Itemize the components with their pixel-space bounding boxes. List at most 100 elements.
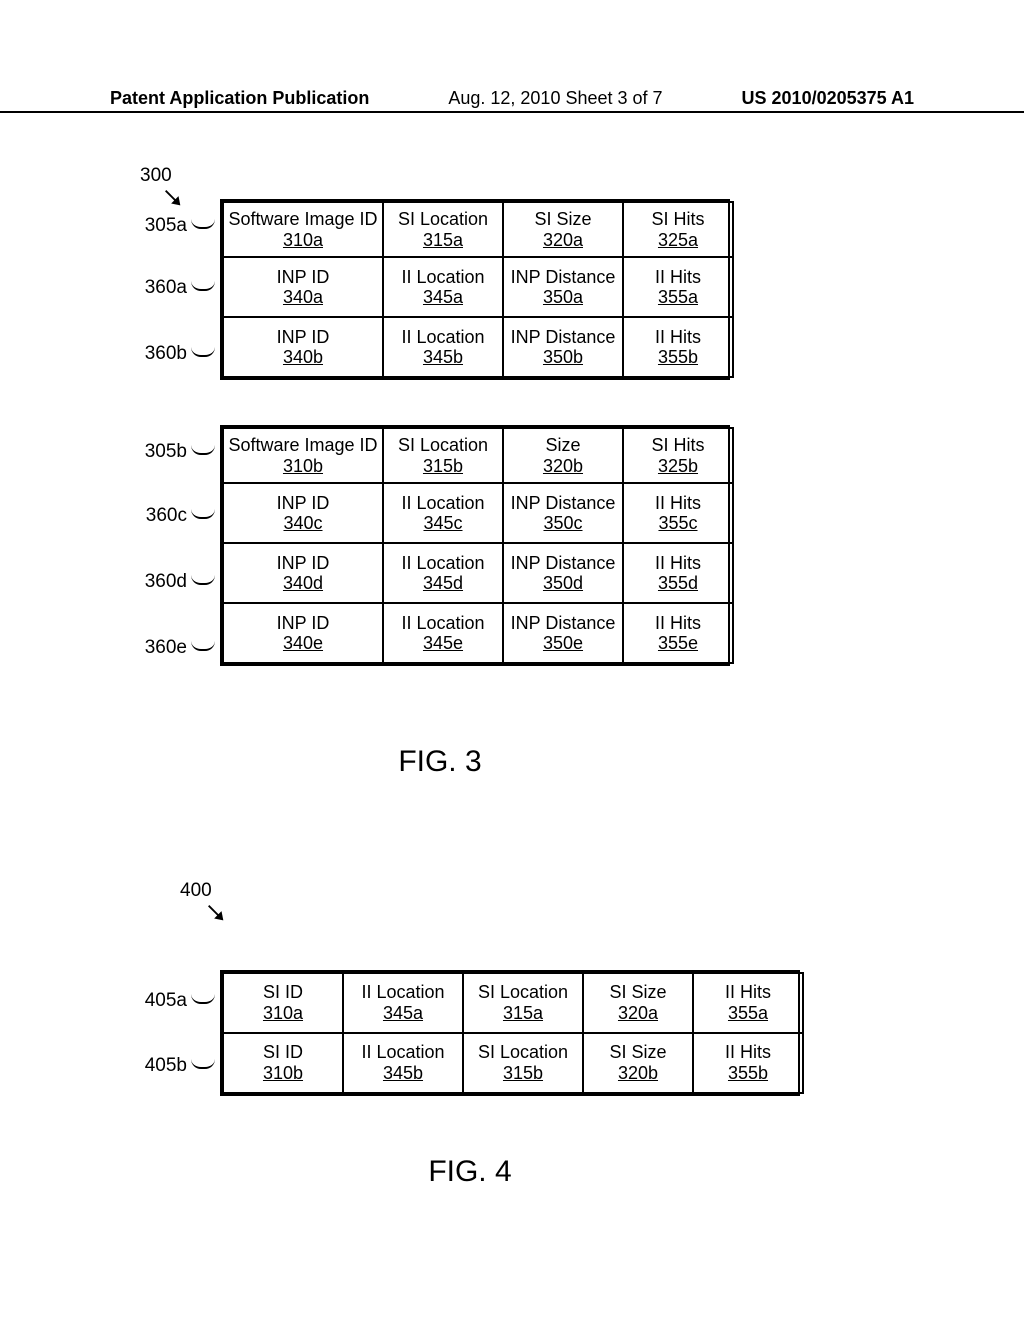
fig3-table2: Software Image ID310b SI Location315b Si… (222, 427, 734, 664)
cell: INP ID340c (223, 483, 383, 543)
cell-text: II Hits (725, 1042, 771, 1062)
cell-ref: 320b (618, 1063, 658, 1083)
cell: II Location345e (383, 603, 503, 663)
leader-curve-icon (191, 990, 215, 1004)
cell-text: INP ID (277, 493, 330, 513)
cell: Size320b (503, 428, 623, 483)
cell-text: II Location (401, 613, 484, 633)
ref-300: 300 (140, 165, 172, 187)
row-label-text: 360e (145, 637, 187, 658)
cell: II Location345b (383, 317, 503, 377)
row-label-text: 405a (145, 990, 187, 1011)
row-label: 360d (120, 571, 215, 593)
cell-ref: 350e (543, 633, 583, 653)
row-label: 360b (120, 343, 215, 365)
fig3-table1: Software Image ID310a SI Location315a SI… (222, 201, 734, 378)
fig3-caption: FIG. 3 (120, 745, 760, 779)
table-row: INP ID340a II Location345a INP Distance3… (223, 257, 733, 317)
cell: INP Distance350c (503, 483, 623, 543)
table-row: INP ID340c II Location345c INP Distance3… (223, 483, 733, 543)
cell-text: SI Location (398, 435, 488, 455)
cell-ref: 355e (658, 633, 698, 653)
cell-text: II Hits (655, 327, 701, 347)
row-label-text: 305b (145, 441, 187, 462)
cell-ref: 355b (658, 347, 698, 367)
cell: SI ID310a (223, 973, 343, 1033)
cell: INP ID340e (223, 603, 383, 663)
cell-text: INP Distance (511, 613, 616, 633)
leader-curve-icon (191, 441, 215, 455)
cell-text: SI ID (263, 1042, 303, 1062)
cell: II Hits355b (623, 317, 733, 377)
cell: INP Distance350d (503, 543, 623, 603)
cell-ref: 345b (383, 1063, 423, 1083)
cell: II Location345b (343, 1033, 463, 1093)
cell: SI Location315b (463, 1033, 583, 1093)
cell-ref: 355a (728, 1003, 768, 1023)
cell-ref: 315b (423, 456, 463, 476)
cell: SI Size320b (583, 1033, 693, 1093)
cell: SI Location315a (463, 973, 583, 1033)
row-label: 305b (120, 441, 215, 463)
table-row: INP ID340d II Location345d INP Distance3… (223, 543, 733, 603)
cell-ref: 340c (283, 513, 322, 533)
cell-ref: 310b (263, 1063, 303, 1083)
cell-text: SI Location (398, 209, 488, 229)
fig4-table: SI ID310a II Location345a SI Location315… (222, 972, 804, 1094)
cell-ref: 345a (383, 1003, 423, 1023)
cell: INP Distance350b (503, 317, 623, 377)
page: Patent Application Publication Aug. 12, … (0, 0, 1024, 1320)
cell-text: SI Size (609, 1042, 666, 1062)
cell-text: Size (545, 435, 580, 455)
cell-ref: 310b (283, 456, 323, 476)
cell: SI Hits325b (623, 428, 733, 483)
cell-text: SI Hits (651, 209, 704, 229)
row-label: 405b (120, 1055, 215, 1077)
cell-ref: 350b (543, 347, 583, 367)
cell-text: INP ID (277, 327, 330, 347)
fig3-block2: Software Image ID310b SI Location315b Si… (220, 425, 730, 666)
header-left: Patent Application Publication (110, 88, 369, 109)
cell-text: II Hits (655, 553, 701, 573)
cell-ref: 350d (543, 573, 583, 593)
cell: Software Image ID310b (223, 428, 383, 483)
cell-text: II Location (401, 493, 484, 513)
cell: II Location345d (383, 543, 503, 603)
cell-text: II Location (401, 553, 484, 573)
cell: INP Distance350a (503, 257, 623, 317)
cell-text: II Hits (725, 982, 771, 1002)
cell: II Hits355d (623, 543, 733, 603)
cell-text: SI Hits (651, 435, 704, 455)
cell-ref: 350a (543, 287, 583, 307)
cell: SI Size320a (583, 973, 693, 1033)
cell-ref: 315a (423, 230, 463, 250)
row-label: 360e (120, 637, 215, 659)
cell-ref: 340b (283, 347, 323, 367)
arrow-icon (162, 187, 184, 209)
cell-ref: 355d (658, 573, 698, 593)
cell-ref: 310a (283, 230, 323, 250)
cell-text: INP ID (277, 267, 330, 287)
header-center: Aug. 12, 2010 Sheet 3 of 7 (448, 88, 662, 109)
cell: II Location345a (343, 973, 463, 1033)
cell-ref: 345c (423, 513, 462, 533)
table-row: SI ID310a II Location345a SI Location315… (223, 973, 803, 1033)
table-row: INP ID340b II Location345b INP Distance3… (223, 317, 733, 377)
row-label-text: 360d (145, 571, 187, 592)
header-right: US 2010/0205375 A1 (742, 88, 914, 109)
cell: SI Location315b (383, 428, 503, 483)
cell-ref: 315b (503, 1063, 543, 1083)
cell-text: II Hits (655, 613, 701, 633)
cell: II Hits355a (623, 257, 733, 317)
cell-text: INP Distance (511, 553, 616, 573)
cell-text: SI Size (609, 982, 666, 1002)
ref-400: 400 (180, 880, 212, 902)
row-label-text: 305a (145, 215, 187, 236)
cell: INP ID340d (223, 543, 383, 603)
cell: SI Location315a (383, 202, 503, 257)
cell: SI ID310b (223, 1033, 343, 1093)
cell-ref: 340a (283, 287, 323, 307)
cell-ref: 345d (423, 573, 463, 593)
cell-text: II Hits (655, 267, 701, 287)
cell-ref: 325b (658, 456, 698, 476)
